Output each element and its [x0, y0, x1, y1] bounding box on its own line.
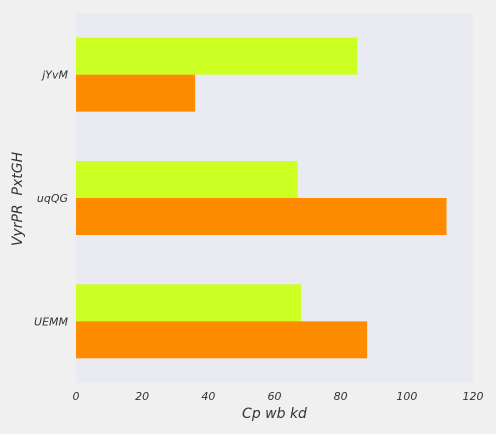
x-tick-label: 100 [396, 390, 417, 403]
x-tick-label: 40 [201, 390, 215, 403]
x-axis-ticks: 0 20 40 60 80 100 120 [73, 390, 484, 403]
bar-UEMM-series-1 [76, 284, 301, 322]
y-tick-label: uqQG [37, 192, 68, 205]
y-tick-label: UEMM [34, 315, 68, 328]
y-axis-title: VyrPR PxtGH [10, 151, 26, 246]
bars-layer [76, 37, 447, 359]
y-tick-label: jYvM [40, 69, 68, 82]
x-tick-label: 80 [334, 390, 348, 403]
bar-jYvM-series-1 [76, 37, 358, 75]
x-axis-title: Cp wb kd [242, 406, 307, 422]
bar-uqQG-series-1 [76, 161, 298, 198]
x-tick-label: 20 [135, 390, 149, 403]
x-tick-label: 0 [73, 390, 80, 403]
y-axis-ticks: jYvM uqQG UEMM [34, 69, 68, 329]
bar-uqQG-series-2 [76, 198, 447, 235]
x-tick-label: 60 [268, 390, 282, 403]
x-tick-label: 120 [463, 390, 484, 403]
bar-jYvM-series-2 [76, 74, 196, 112]
bar-UEMM-series-2 [76, 321, 368, 359]
